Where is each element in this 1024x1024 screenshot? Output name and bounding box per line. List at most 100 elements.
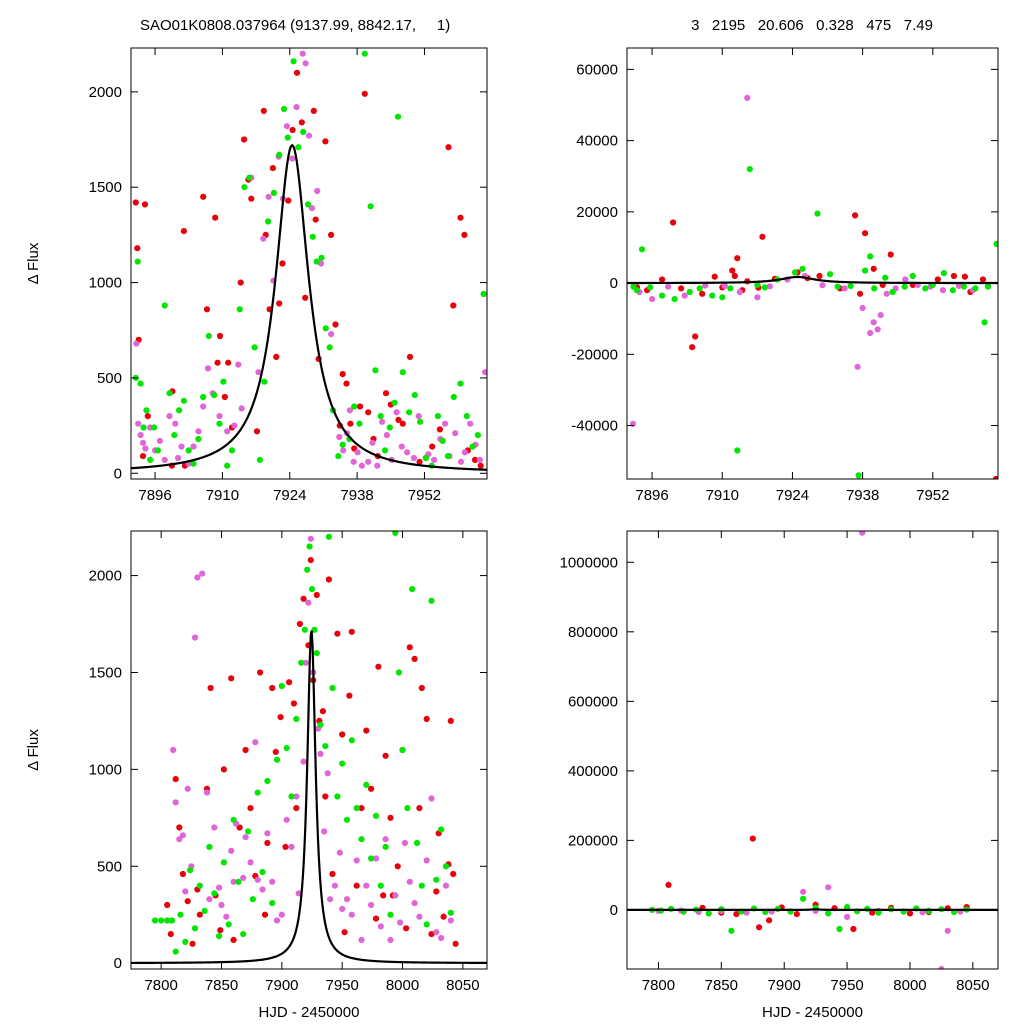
data-point [442, 882, 450, 889]
data-point [711, 273, 718, 280]
data-point [480, 290, 487, 298]
data-point [877, 312, 884, 319]
data-point [191, 634, 199, 641]
model-curve [627, 275, 998, 285]
data-point [380, 892, 387, 899]
data-point [406, 644, 413, 651]
data-point [241, 136, 248, 143]
data-point [844, 913, 851, 921]
y-tick-label: 800000 [568, 624, 618, 641]
series-magenta [629, 94, 992, 427]
panel-bottom-left: 7800 7850 7900 7950 8000 8050 0 500 1000 1500 2000… [25, 530, 488, 1021]
y-tick-label: 1500 [89, 179, 122, 196]
data-point [356, 403, 364, 410]
data-point [358, 805, 365, 812]
data-point [205, 332, 212, 340]
data-point [339, 441, 346, 448]
plot-frame [130, 47, 488, 480]
data-point [302, 60, 309, 67]
data-point [196, 882, 203, 889]
data-point [265, 218, 272, 225]
data-point [228, 447, 236, 454]
data-point [854, 363, 861, 370]
data-point [147, 456, 154, 463]
data-point [944, 927, 951, 934]
data-point [834, 283, 841, 290]
data-point [372, 855, 380, 862]
data-point [728, 927, 735, 934]
plot-area [131, 531, 487, 965]
data-point [248, 195, 255, 202]
data-point [245, 828, 252, 835]
data-point [346, 407, 353, 414]
data-point [368, 785, 375, 792]
data-point [300, 758, 307, 765]
data-point [365, 409, 372, 416]
x-tick-label: 8050 [446, 977, 479, 994]
data-point [372, 915, 380, 922]
data-point [353, 805, 360, 812]
y-axis-label: Δ Flux [25, 729, 42, 771]
data-point [214, 359, 221, 366]
data-point [353, 882, 360, 889]
data-point [331, 882, 338, 889]
data-point [949, 287, 957, 294]
data-point [382, 390, 390, 397]
data-point [184, 898, 191, 905]
data-point [955, 282, 963, 289]
data-point [311, 626, 318, 633]
data-point [176, 836, 183, 843]
data-point [444, 453, 452, 460]
data-point [220, 378, 227, 385]
data-point [242, 746, 249, 754]
data-point [859, 531, 866, 536]
data-point [382, 843, 389, 851]
data-point [418, 882, 425, 889]
x-tick-label: 7900 [265, 977, 298, 994]
plot-area [627, 531, 998, 969]
data-point [363, 727, 370, 734]
data-point [269, 900, 276, 907]
data-point [992, 475, 998, 479]
data-point [230, 936, 237, 944]
y-tick-label: 2000 [89, 568, 122, 585]
data-point [386, 424, 393, 431]
data-point [862, 230, 869, 237]
data-point [859, 304, 866, 312]
data-point [766, 283, 774, 290]
data-point [290, 700, 297, 707]
data-point [322, 743, 329, 750]
data-point [696, 285, 703, 292]
data-point [224, 428, 231, 435]
data-point [237, 279, 244, 286]
data-point [296, 620, 303, 628]
data-point [433, 888, 440, 895]
data-point [166, 390, 173, 397]
x-tick-label: 7800 [642, 977, 675, 994]
data-point [166, 413, 173, 420]
data-point [195, 435, 202, 443]
x-tick-label: 7896 [635, 487, 668, 504]
data-point [482, 369, 487, 376]
series-magenta [170, 535, 454, 944]
data-point [477, 462, 484, 469]
data-point [399, 369, 406, 376]
x-tick-label: 7924 [776, 487, 809, 504]
data-point [343, 380, 350, 387]
data-point [305, 599, 312, 606]
data-point [329, 684, 336, 692]
data-point [422, 454, 429, 462]
data-point [175, 454, 182, 462]
data-point [300, 595, 307, 602]
data-point [836, 925, 843, 933]
data-point [416, 805, 423, 812]
data-point [277, 714, 284, 721]
model-curve [131, 143, 487, 471]
data-point [220, 859, 227, 866]
data-point [328, 331, 335, 338]
data-point [247, 805, 254, 812]
data-point [429, 443, 436, 450]
data-point [307, 535, 314, 542]
data-point [325, 576, 332, 583]
data-point [825, 884, 832, 891]
